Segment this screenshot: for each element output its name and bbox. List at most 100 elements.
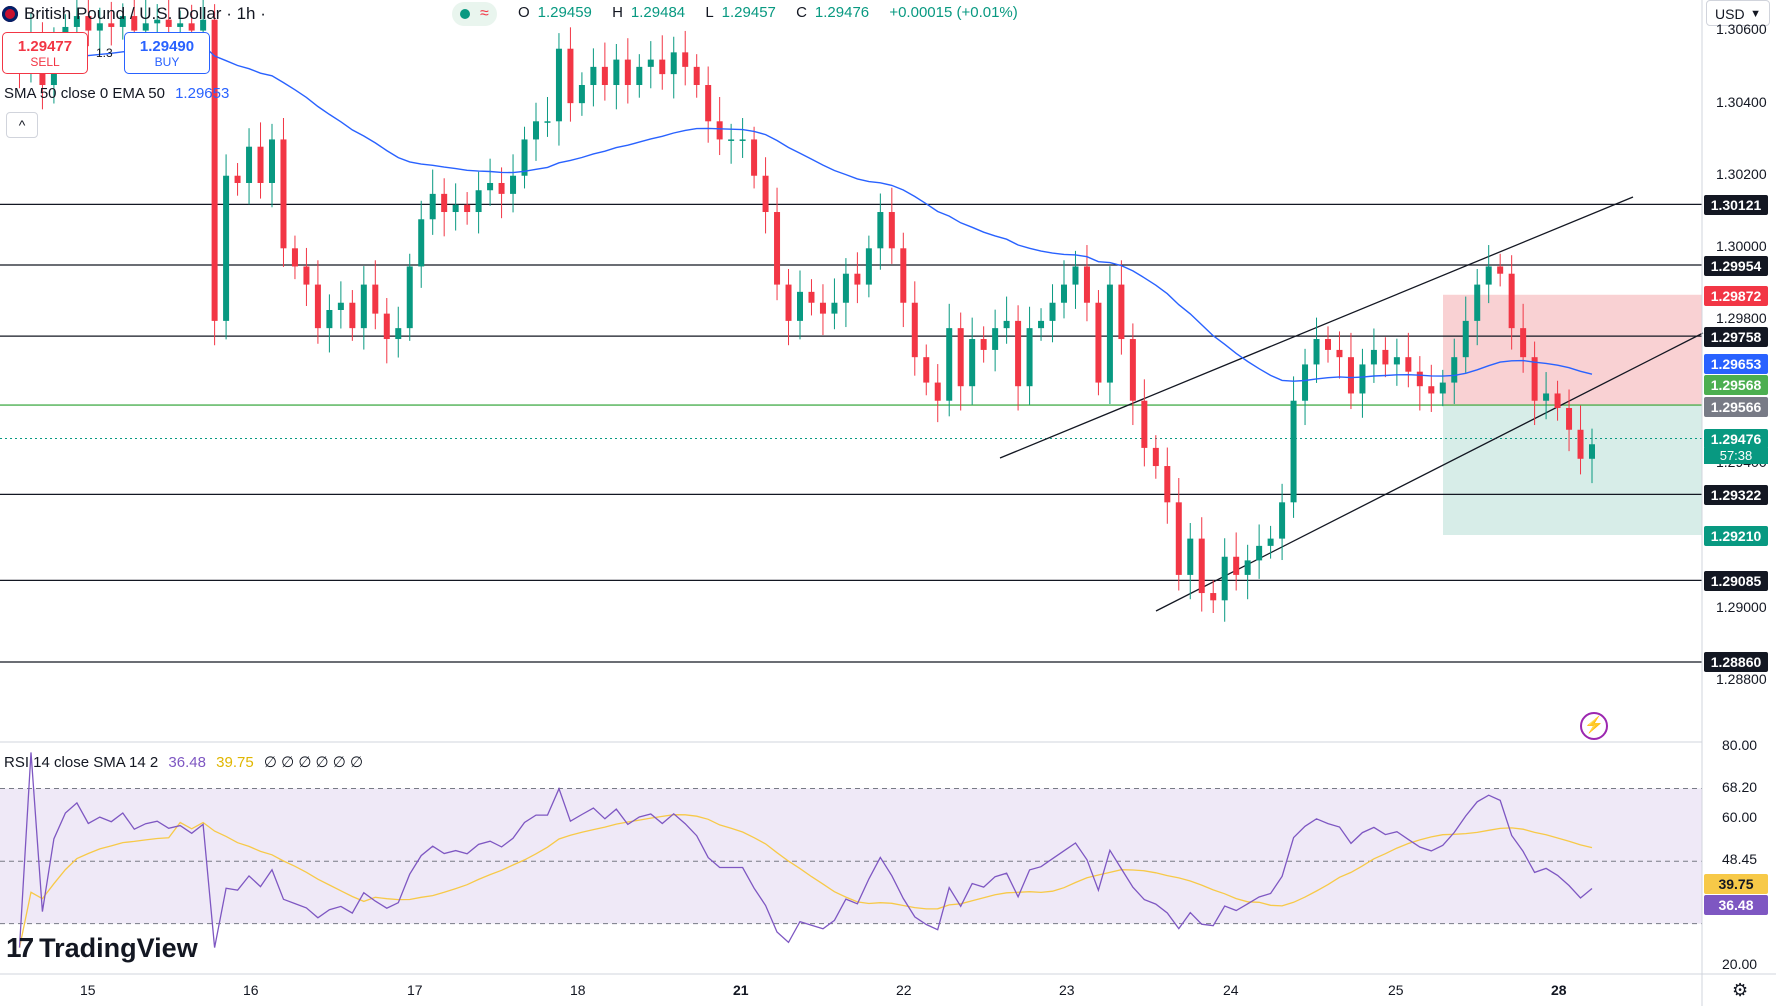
ohlc-readout: O 1.29459 H 1.29484 L 1.29457 C 1.29476 +0.0… [518,4,1018,21]
candle-body [85,16,92,31]
candle-body [73,16,80,27]
candle-body [969,339,976,387]
market-open-icon [460,9,470,19]
candle-body [464,204,471,213]
candle-body [1462,320,1469,358]
candle-body [1221,556,1228,601]
candle-body [1038,320,1045,329]
candle-body [900,248,907,303]
gbp-flag-icon [2,6,18,22]
price-tag-teal: 1.29210 [1704,526,1768,546]
candle-body [1210,593,1217,601]
candle-body [842,273,849,303]
candle-body [957,328,964,387]
candle-body [1129,339,1136,401]
candle-body [934,382,941,401]
candle-body [1405,357,1412,372]
market-status[interactable]: ≈ [452,2,497,26]
time-tick: 23 [1059,982,1075,998]
candle-body [808,291,815,303]
take-profit-zone [1443,405,1702,535]
buy-label: BUY [154,54,180,69]
price-tag-green: 1.29568 [1704,375,1768,395]
candle-body [1198,538,1205,594]
candle-body [785,284,792,321]
candle-body [1347,357,1354,394]
candle-body [1118,284,1125,340]
candle-body [291,248,298,267]
candle-body [1577,429,1584,459]
candle-body [234,175,241,183]
candle-body [1451,357,1458,383]
candle-body [372,284,379,314]
candle-body [533,121,539,140]
currency-selector[interactable]: USD ▼ [1706,0,1770,26]
candle-body [1416,371,1423,387]
price-tick: 1.30000 [1716,238,1767,254]
candle-body [1474,284,1481,321]
candle-body [1566,407,1573,430]
candle-body [1508,273,1515,329]
candle-body [739,139,746,141]
rsi-line [18,752,1593,948]
price-tag-dark: 1.29758 [1704,327,1768,347]
candle-body [877,212,884,249]
gear-icon[interactable]: ⚙ [1732,980,1749,1000]
ma-legend-value: 1.29653 [175,85,230,102]
time-tick: 18 [570,982,586,998]
price-tag-dark: 1.30121 [1704,195,1768,215]
candle-body [946,328,953,401]
candle-body [211,19,218,321]
candle-body [854,273,861,285]
candle-body [1485,266,1492,285]
spread-value: 1.3 [96,46,113,60]
rsi-legend[interactable]: RSI 14 close SMA 14 2 36.48 39.75 ∅ ∅ ∅ … [4,753,363,771]
candle-body [1003,320,1010,329]
time-tick: 25 [1388,982,1404,998]
time-tick: 17 [407,982,423,998]
candle-body [1290,400,1297,503]
price-tick: 1.30600 [1716,21,1767,37]
candle-body [131,16,138,31]
candle-body [1095,302,1102,383]
moving-average-line [7,44,1593,382]
rsi-band [0,788,1702,924]
candle-body [498,182,505,194]
ma-legend-label: SMA 50 close 0 EMA 50 [4,85,165,102]
candle-body [1531,357,1538,401]
candle-body [200,19,207,31]
price-tag-red: 1.29872 [1704,286,1768,306]
rsi-tick: 60.00 [1722,809,1758,825]
candle-body [1061,284,1067,303]
ma-legend[interactable]: SMA 50 close 0 EMA 50 1.29653 [4,85,229,102]
candle-body [762,175,769,213]
sell-button[interactable]: 1.29477 SELL [2,32,88,74]
price-tick: 1.28800 [1716,671,1767,687]
time-tick: 22 [896,982,912,998]
candles [5,0,1595,622]
candle-body [326,309,333,329]
collapse-legend-button[interactable]: ^ [6,112,38,138]
tradingview-logo[interactable]: 17 TradingView [6,932,198,964]
candle-body [246,146,253,183]
low-value: 1.29457 [721,4,776,21]
symbol-header[interactable]: British Pound / U.S. Dollar · 1h · [0,2,266,26]
candle-body [119,16,126,27]
lightning-icon[interactable]: ⚡ [1580,712,1608,740]
candle-body [1106,284,1113,383]
candle-body [1520,328,1527,358]
symbol-title[interactable]: British Pound / U.S. Dollar · 1h · [24,4,266,23]
candle-body [1382,349,1389,365]
chevron-up-icon: ^ [18,117,26,133]
candle-body [888,212,895,249]
candle-body [1302,364,1309,401]
buy-button[interactable]: 1.29490 BUY [124,32,210,74]
candle-body [1313,339,1320,365]
time-tick: 15 [80,982,96,998]
candle-body [223,175,230,321]
candle-body [1543,393,1550,401]
price-tag-dark: 1.29954 [1704,256,1768,276]
candle-body [1187,538,1194,575]
candle-body [383,313,390,340]
